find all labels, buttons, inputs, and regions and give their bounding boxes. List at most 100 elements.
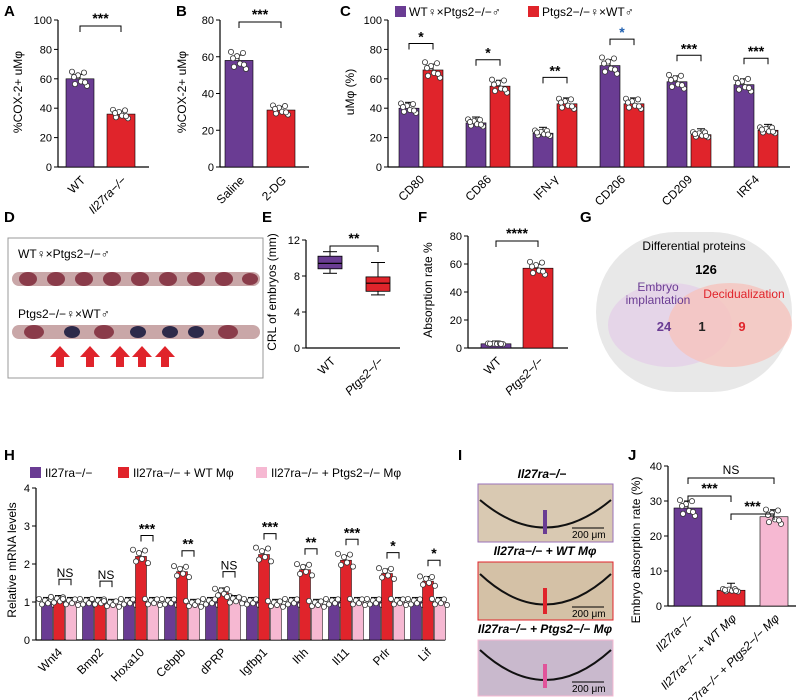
panel-h-xlabel: Hoxa10 — [108, 645, 147, 684]
panel-h-dot — [182, 563, 189, 570]
panel-c-dot — [679, 82, 686, 89]
panel-c-tick-label: 40 — [370, 103, 382, 115]
panel-c-chart: uMφ (%) WT♀×Ptgs2−/−♂ Ptgs2−/−♀×WT♂ 0 20 4… — [343, 5, 790, 209]
panel-c-dot — [433, 60, 440, 67]
panel-h-xlabel: Prlr — [370, 645, 393, 668]
panel-letter-c: C — [340, 3, 351, 20]
panel-f-significance: **** — [506, 225, 528, 241]
panel-h-bar — [205, 601, 217, 641]
panel-letter-g: G — [580, 209, 592, 226]
panel-h-dot — [116, 603, 123, 610]
panel-h-tick-label: 2 — [24, 559, 30, 571]
panel-h-legend-label-1: Il27ra−/− — [45, 466, 92, 480]
panel-h-bracket — [99, 580, 113, 588]
panel-c-dot — [692, 131, 699, 138]
panel-h-dot — [267, 558, 274, 565]
panel-h-dot — [185, 574, 192, 581]
panel-c-significance: *** — [681, 40, 698, 56]
panel-h-dot — [80, 601, 87, 608]
panel-c-bar — [422, 69, 444, 168]
panel-f-dot — [540, 268, 547, 275]
panel-h-dot — [346, 595, 353, 602]
panel-h-dot — [72, 596, 79, 603]
panel-a-tick-label: 100 — [34, 15, 52, 27]
panel-h-xlabel: Cebpb — [153, 645, 188, 680]
venn-left-label-1: Embryo — [637, 280, 679, 294]
panel-h-dot — [279, 603, 286, 610]
panel-c-dot — [770, 128, 777, 135]
panel-h-bracket — [427, 559, 441, 567]
panel-h-dot — [45, 600, 52, 607]
panel-j-dot — [775, 507, 782, 514]
panel-j-significance: *** — [701, 480, 718, 496]
panel-h-xlabel: Lif — [415, 645, 434, 664]
panel-e-ylabel: CRL of embryos (mm) — [265, 233, 279, 351]
panel-j-tick-label: 40 — [650, 461, 662, 473]
panel-h-bar — [328, 601, 340, 641]
panel-h-significance: *** — [139, 521, 156, 537]
panel-h-dot — [194, 598, 201, 605]
panel-h-dot — [235, 594, 242, 601]
panel-h-dot — [86, 600, 93, 607]
panel-j-tick-label: 0 — [656, 601, 662, 613]
panel-f-tick-label: 20 — [450, 315, 462, 327]
panel-h-bar — [393, 601, 405, 641]
panel-c-tick-label: 80 — [370, 44, 382, 56]
panel-j-dot — [765, 511, 772, 518]
panel-c-bracket — [542, 76, 568, 84]
panel-c-dot — [569, 103, 576, 110]
panel-a-tick-label: 20 — [40, 133, 52, 145]
panel-c-legend-swatch-2 — [528, 6, 539, 17]
panel-h-dot — [261, 554, 268, 561]
panel-c-dot — [611, 55, 618, 62]
panel-e-tick-label: 12 — [288, 235, 300, 247]
panel-h-xlabel: Wnt4 — [35, 645, 65, 675]
panel-i-title-3: Il27ra−/− + Ptgs2−/− Mφ — [478, 622, 613, 636]
panel-c-bar — [465, 122, 487, 168]
panel-b-tick-label: 20 — [202, 125, 214, 137]
panel-h-bar — [246, 601, 258, 641]
panel-h-dot — [404, 595, 411, 602]
panel-a-dot — [71, 74, 78, 81]
panel-h-dot — [378, 574, 385, 581]
panel-d-label-bottom: Ptgs2−/−♀×WT♂ — [18, 307, 110, 321]
panel-j-bracket — [687, 477, 775, 484]
panel-a-tick-label: 0 — [46, 162, 52, 174]
panel-c-dot — [599, 54, 606, 61]
panel-letter-b: B — [176, 3, 187, 20]
panel-j-ylabel: Embryo absorption rate (%) — [629, 477, 643, 624]
panel-a-dot — [122, 107, 129, 114]
panel-h-significance: ** — [183, 536, 194, 552]
panel-h-dot — [390, 575, 397, 582]
panel-h-dot — [381, 567, 388, 574]
panel-h-dot — [402, 602, 409, 609]
panel-h-dot — [113, 598, 120, 605]
panel-h-bracket — [140, 535, 154, 542]
panel-h-legend-label-2: Il27ra−/− + WT Mφ — [133, 466, 234, 480]
panel-b-xlabel: 2-DG — [259, 173, 289, 203]
panel-j-dot — [776, 517, 783, 524]
panel-h-dot — [428, 573, 435, 580]
panel-b-bar — [224, 60, 254, 168]
panel-h-dot — [63, 601, 70, 608]
panel-b-bar — [266, 109, 296, 168]
panel-h-ylabel: Relative mRNA levels — [5, 502, 19, 617]
panel-h-dot — [39, 601, 46, 608]
panel-j-dot — [679, 503, 686, 510]
panel-h-dot — [331, 600, 338, 607]
panel-h-dot — [223, 593, 230, 600]
panel-h-dot — [202, 601, 209, 608]
panel-h-bracket — [263, 533, 277, 540]
panel-c-dot — [612, 66, 619, 73]
panel-a-xlabel: WT — [65, 173, 89, 197]
panel-c-bar — [666, 81, 688, 168]
panel-c-dot — [669, 83, 676, 90]
panel-h-bar — [82, 601, 94, 641]
panel-c-dot — [410, 107, 417, 114]
panel-h-dot — [223, 586, 230, 593]
panel-a-bar — [106, 113, 136, 168]
panel-c-bar — [623, 103, 645, 168]
panel-h-dot — [443, 602, 450, 609]
panel-h-bar — [65, 601, 77, 641]
panel-j-xlabel: Il27ra−/− — [653, 611, 696, 654]
